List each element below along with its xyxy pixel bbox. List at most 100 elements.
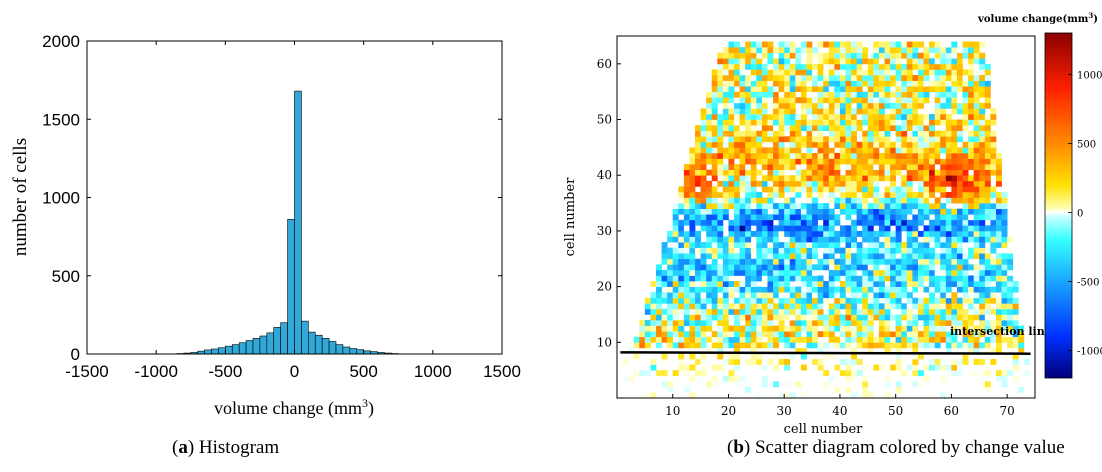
heatmap-cell [829, 253, 835, 259]
heatmap-cell [790, 225, 796, 231]
heatmap-cell [795, 153, 801, 159]
heatmap-cell [990, 170, 996, 176]
heatmap-cell [628, 376, 634, 382]
heatmap-cell [829, 314, 835, 320]
heatmap-cell [979, 231, 985, 237]
heatmap-cell [756, 231, 762, 237]
heatmap-cell [806, 175, 812, 181]
heatmap-cell [790, 326, 796, 332]
heatmap-cell [784, 259, 790, 265]
heatmap-cell [773, 175, 779, 181]
heatmap-cell [896, 170, 902, 176]
heatmap-cell [935, 92, 941, 98]
heatmap-cell [717, 53, 723, 59]
heatmap-cell [868, 170, 874, 176]
heatmap-cell [946, 64, 952, 70]
heatmap-cell [885, 47, 891, 53]
heatmap-cell [723, 203, 729, 209]
heatmap-cell [985, 292, 991, 298]
heatmap-cell [762, 103, 768, 109]
heatmap-cell [734, 309, 740, 315]
heatmap-cell [912, 175, 918, 181]
heatmap-cell [695, 170, 701, 176]
heatmap-cell [623, 376, 629, 382]
heatmap-cell [656, 287, 662, 293]
heatmap-cell [806, 53, 812, 59]
heatmap-cell [929, 81, 935, 87]
heatmap-cell [801, 314, 807, 320]
heatmap-cell [851, 75, 857, 81]
heatmap-cell [756, 64, 762, 70]
heatmap-cell [751, 264, 757, 270]
heatmap-cell [779, 259, 785, 265]
heatmap-cell [890, 81, 896, 87]
heatmap-cell [773, 86, 779, 92]
heatmap-cell [795, 270, 801, 276]
heatmap-cell [745, 209, 751, 215]
heatmap-cell [851, 108, 857, 114]
heatmap-cell [678, 359, 684, 365]
heatmap-cell [929, 342, 935, 348]
heatmap-cell [728, 125, 734, 131]
heatmap-cell [901, 125, 907, 131]
heatmap-cell [717, 214, 723, 220]
heatmap-cell [801, 248, 807, 254]
heatmap-cell [990, 164, 996, 170]
heatmap-cell [745, 186, 751, 192]
heatmap-cell [968, 131, 974, 137]
heatmap-cell [745, 337, 751, 343]
heatmap-cell [734, 270, 740, 276]
heatmap-cell [851, 147, 857, 153]
heatmap-cell [762, 92, 768, 98]
heatmap-cell [901, 275, 907, 281]
heatmap-cell [968, 214, 974, 220]
heatmap-cell [985, 342, 991, 348]
heatmap-cell [762, 353, 768, 359]
heatmap-cell [740, 198, 746, 204]
heatmap-cell [678, 192, 684, 198]
heatmap-cell [940, 248, 946, 254]
heatmap-cell [885, 203, 891, 209]
histogram-bar [205, 350, 212, 354]
heatmap-cell [779, 298, 785, 304]
heatmap-cell [734, 142, 740, 148]
heatmap-cell [840, 120, 846, 126]
heatmap-cell [885, 220, 891, 226]
heatmap-cell [940, 142, 946, 148]
heatmap-cell [873, 236, 879, 242]
heatmap-cell [767, 170, 773, 176]
heatmap-cell [885, 170, 891, 176]
heatmap-cell [990, 259, 996, 265]
heatmap-cell [723, 58, 729, 64]
heatmap-cell [929, 125, 935, 131]
heatmap-cell [806, 225, 812, 231]
heatmap-cell [823, 125, 829, 131]
heatmap-cell [812, 220, 818, 226]
heatmap-cell [829, 292, 835, 298]
heatmap-cell [689, 198, 695, 204]
heatmap-cell [974, 114, 980, 120]
heatmap-cell [684, 198, 690, 204]
heatmap-cell [756, 292, 762, 298]
heatmap-cell [963, 281, 969, 287]
heatmap-cell [689, 270, 695, 276]
heatmap-cell [779, 220, 785, 226]
heatmap-cell [896, 103, 902, 109]
heatmap-cell [979, 170, 985, 176]
heatmap-cell [1013, 365, 1019, 371]
heatmap-cell [935, 220, 941, 226]
heatmap-cell [728, 81, 734, 87]
heatmap-cell [951, 359, 957, 365]
heatmap-cell [773, 131, 779, 137]
heatmap-cell [896, 92, 902, 98]
heatmap-cell [745, 114, 751, 120]
heatmap-cell [745, 64, 751, 70]
heatmap-cell [985, 370, 991, 376]
heatmap-cell [885, 58, 891, 64]
heatmap-cell [985, 181, 991, 187]
heatmap-cell [684, 220, 690, 226]
heatmap-cell [979, 242, 985, 248]
heatmap-cell [890, 164, 896, 170]
heatmap-cell [890, 198, 896, 204]
heatmap-cell [924, 342, 930, 348]
